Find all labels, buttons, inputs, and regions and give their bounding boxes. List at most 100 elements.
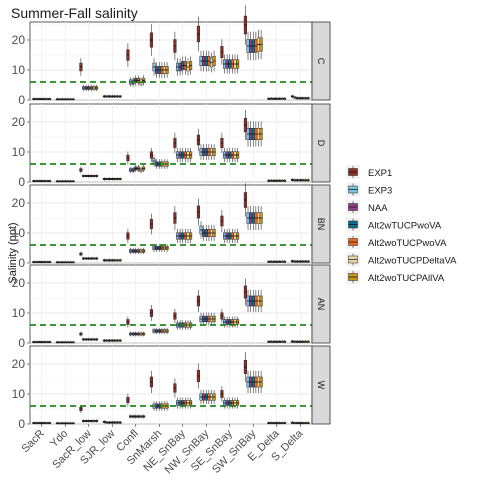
box-SJR_low-Alt2woTUCPAllVA bbox=[118, 258, 122, 262]
box-SE_SnBay-Alt2woTUCPAllVA bbox=[236, 147, 240, 163]
box-NW_SnBay-EXP1 bbox=[196, 363, 200, 389]
box-S_Delta-Alt2woTUCPDeltaVA bbox=[303, 421, 308, 425]
facet-strip bbox=[311, 264, 331, 344]
box-S_Delta-Alt2woTUCPAllVA bbox=[306, 340, 310, 343]
box-Ydo-Alt2woTUCPAllVA bbox=[71, 97, 75, 101]
facet-panel-BN: 0 10 20 BN bbox=[12, 183, 331, 270]
box-Ydo-NAA bbox=[61, 421, 65, 425]
box-SE_SnBay-EXP1 bbox=[220, 308, 224, 324]
y-tick-label: 20 bbox=[12, 357, 26, 371]
box-Confl-EXP3 bbox=[128, 247, 133, 255]
legend-item-Alt2woTUCPDeltaVA: Alt2woTUCPDeltaVA bbox=[346, 252, 457, 267]
box-Confl-Alt2wTUCPwoVA bbox=[134, 414, 138, 419]
facet-strip bbox=[311, 21, 331, 101]
box-NW_SnBay-EXP1 bbox=[196, 289, 200, 313]
box-NW_SnBay-Alt2woTUCPAllVA bbox=[212, 389, 216, 405]
box-NE_SnBay-EXP1 bbox=[173, 308, 177, 324]
box-E_Delta-NAA bbox=[272, 340, 276, 343]
box-E_Delta-NAA bbox=[272, 179, 276, 182]
box-SE_SnBay-EXP1 bbox=[220, 132, 224, 154]
box-E_Delta-EXP1 bbox=[267, 340, 271, 343]
box-S_Delta-Alt2wTUCPwoVA bbox=[298, 178, 302, 182]
box-SE_SnBay-EXP1 bbox=[220, 39, 224, 65]
panel-background bbox=[29, 184, 313, 264]
box-SW_SnBay-Alt2wTUCPwoVA bbox=[251, 121, 255, 147]
box-SE_SnBay-Alt2woTUCPAllVA bbox=[236, 397, 240, 409]
facet-strip-label: W bbox=[316, 381, 326, 390]
box-NW_SnBay-NAA bbox=[202, 225, 206, 241]
y-tick-label: 0 bbox=[18, 175, 25, 189]
box-SnMarsh-EXP1 bbox=[149, 24, 153, 56]
box-NW_SnBay-EXP1 bbox=[196, 128, 200, 152]
box-E_Delta-Alt2woTUCPAllVA bbox=[283, 421, 287, 425]
facet-panel-W: 0 10 20 W bbox=[12, 345, 331, 431]
box-SW_SnBay-EXP1 bbox=[243, 109, 247, 141]
box-E_Delta-Alt2woTUCPAllVA bbox=[283, 340, 287, 343]
facet-strip-label: BN bbox=[316, 218, 326, 231]
box-SacR_low-NAA bbox=[84, 256, 88, 261]
box-SnMarsh-Alt2wTUCPwoVA bbox=[157, 62, 161, 78]
box-S_Delta-EXP1 bbox=[290, 94, 294, 99]
box-Confl-Alt2woTUCPDeltaVA bbox=[139, 331, 143, 337]
legend-label: Alt2wTUCPwoVA bbox=[368, 221, 442, 232]
box-SJR_low-NAA bbox=[108, 338, 112, 343]
box-S_Delta-Alt2woTUCPAllVA bbox=[306, 96, 310, 100]
box-NE_SnBay-EXP1 bbox=[173, 31, 177, 61]
box-S_Delta-Alt2woTUCPAllVA bbox=[306, 259, 310, 263]
box-E_Delta-Alt2woTUCPAllVA bbox=[283, 260, 287, 263]
box-NE_SnBay-Alt2woTUCPAllVA bbox=[189, 147, 193, 163]
facet-strip bbox=[311, 103, 331, 183]
box-SJR_low-Alt2woTUCPDeltaVA bbox=[115, 94, 120, 99]
box-NW_SnBay-Alt2woTUCPwoVA bbox=[207, 389, 211, 405]
box-SW_SnBay-Alt2woTUCPwoVA bbox=[254, 289, 258, 313]
box-S_Delta-Alt2woTUCPDeltaVA bbox=[303, 96, 308, 100]
box-Confl-Alt2woTUCPAllVA bbox=[142, 331, 146, 337]
box-Confl-Alt2woTUCPDeltaVA bbox=[139, 166, 143, 174]
y-tick-label: 0 bbox=[18, 417, 25, 431]
box-SnMarsh-Alt2woTUCPDeltaVA bbox=[162, 62, 167, 78]
box-SacR_low-Alt2woTUCPAllVA bbox=[95, 419, 99, 423]
y-tick-label: 0 bbox=[18, 93, 25, 107]
box-SnMarsh-Alt2woTUCPAllVA bbox=[165, 327, 169, 335]
y-tick-label: 10 bbox=[12, 387, 26, 401]
box-S_Delta-Alt2woTUCPAllVA bbox=[306, 421, 310, 425]
box-SJR_low-NAA bbox=[108, 177, 112, 181]
box-Confl-EXP1 bbox=[126, 393, 130, 407]
box-Ydo-EXP1 bbox=[55, 421, 59, 425]
box-E_Delta-Alt2woTUCPAllVA bbox=[283, 97, 287, 100]
box-SJR_low-Alt2woTUCPwoVA bbox=[113, 420, 117, 424]
box-SnMarsh-EXP1 bbox=[149, 213, 153, 235]
box-SacR_low-Alt2woTUCPDeltaVA bbox=[92, 419, 96, 423]
box-SJR_low-Alt2woTUCPAllVA bbox=[118, 420, 122, 424]
box-S_Delta-EXP3 bbox=[293, 421, 297, 425]
box-Ydo-Alt2woTUCPAllVA bbox=[71, 179, 75, 183]
box-NW_SnBay-Alt2woTUCPwoVA bbox=[207, 225, 211, 241]
box-SacR-Alt2woTUCPwoVA bbox=[42, 340, 46, 344]
box-Ydo-Alt2woTUCPwoVA bbox=[66, 179, 70, 183]
box-Ydo-NAA bbox=[61, 260, 65, 264]
box-SW_SnBay-EXP1 bbox=[243, 183, 247, 217]
box-NE_SnBay-Alt2woTUCPDeltaVA bbox=[186, 397, 190, 409]
box-Confl-Alt2woTUCPAllVA bbox=[142, 414, 146, 419]
facet-panel-D: 0 10 20 D bbox=[12, 103, 331, 189]
box-Ydo-Alt2woTUCPDeltaVA bbox=[68, 179, 73, 183]
box-NW_SnBay-Alt2woTUCPDeltaVA bbox=[209, 389, 214, 405]
box-NW_SnBay-Alt2woTUCPwoVA bbox=[207, 50, 211, 72]
box-NW_SnBay-Alt2woTUCPAllVA bbox=[212, 225, 216, 241]
box-SacR_low-EXP1 bbox=[79, 331, 83, 337]
box-NE_SnBay-Alt2woTUCPAllVA bbox=[189, 228, 193, 244]
panel-background bbox=[29, 21, 313, 101]
box-SacR-Alt2woTUCPAllVA bbox=[48, 260, 52, 264]
box-SacR-Alt2woTUCPDeltaVA bbox=[45, 97, 49, 101]
box-NE_SnBay-NAA bbox=[178, 58, 182, 76]
box-SacR-Alt2woTUCPAllVA bbox=[48, 97, 52, 101]
box-E_Delta-EXP1 bbox=[267, 97, 271, 100]
box-NW_SnBay-Alt2woTUCPAllVA bbox=[212, 312, 216, 326]
legend-item-EXP3: EXP3 bbox=[346, 182, 392, 197]
box-E_Delta-NAA bbox=[272, 421, 276, 425]
box-NW_SnBay-EXP3 bbox=[199, 312, 203, 326]
box-NE_SnBay-EXP3 bbox=[175, 320, 180, 330]
y-tick-label: 20 bbox=[12, 196, 26, 210]
facet-strip-label: D bbox=[316, 140, 326, 147]
box-NE_SnBay-EXP3 bbox=[175, 228, 180, 244]
